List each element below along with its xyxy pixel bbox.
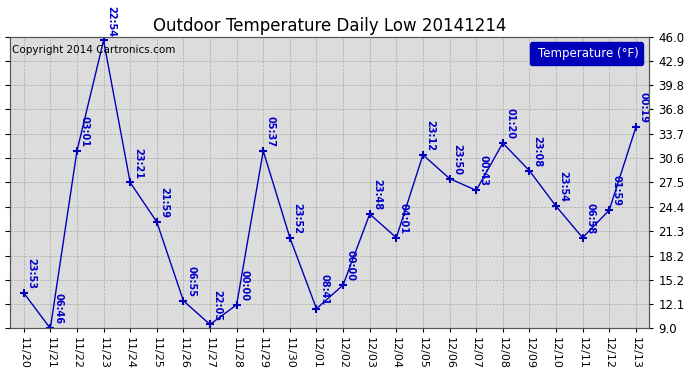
Text: Copyright 2014 Cartronics.com: Copyright 2014 Cartronics.com bbox=[12, 45, 175, 55]
Text: 00:19: 00:19 bbox=[638, 92, 649, 123]
Text: 01:20: 01:20 bbox=[506, 108, 515, 139]
Text: 03:01: 03:01 bbox=[79, 116, 90, 147]
Text: 23:21: 23:21 bbox=[133, 147, 143, 178]
Text: 22:54: 22:54 bbox=[106, 6, 116, 36]
Text: 23:52: 23:52 bbox=[293, 203, 302, 234]
Text: 21:59: 21:59 bbox=[159, 187, 170, 218]
Text: 06:55: 06:55 bbox=[186, 266, 196, 297]
Text: 23:53: 23:53 bbox=[26, 258, 37, 289]
Text: 08:41: 08:41 bbox=[319, 274, 329, 305]
Text: 04:01: 04:01 bbox=[399, 203, 409, 234]
Text: 06:46: 06:46 bbox=[53, 294, 63, 324]
Text: 23:50: 23:50 bbox=[452, 144, 462, 175]
Text: 23:54: 23:54 bbox=[559, 171, 569, 202]
Text: 23:12: 23:12 bbox=[426, 120, 435, 151]
Text: 00:00: 00:00 bbox=[346, 250, 356, 281]
Text: 01:59: 01:59 bbox=[612, 175, 622, 206]
Text: 23:08: 23:08 bbox=[532, 136, 542, 167]
Title: Outdoor Temperature Daily Low 20141214: Outdoor Temperature Daily Low 20141214 bbox=[153, 17, 506, 35]
Text: 05:37: 05:37 bbox=[266, 116, 276, 147]
Text: 00:00: 00:00 bbox=[239, 270, 249, 301]
Text: 00:43: 00:43 bbox=[479, 155, 489, 186]
Text: 22:05: 22:05 bbox=[213, 290, 223, 321]
Legend: Temperature (°F): Temperature (°F) bbox=[529, 42, 643, 65]
Text: 06:58: 06:58 bbox=[585, 202, 595, 234]
Text: 23:48: 23:48 bbox=[373, 179, 382, 210]
